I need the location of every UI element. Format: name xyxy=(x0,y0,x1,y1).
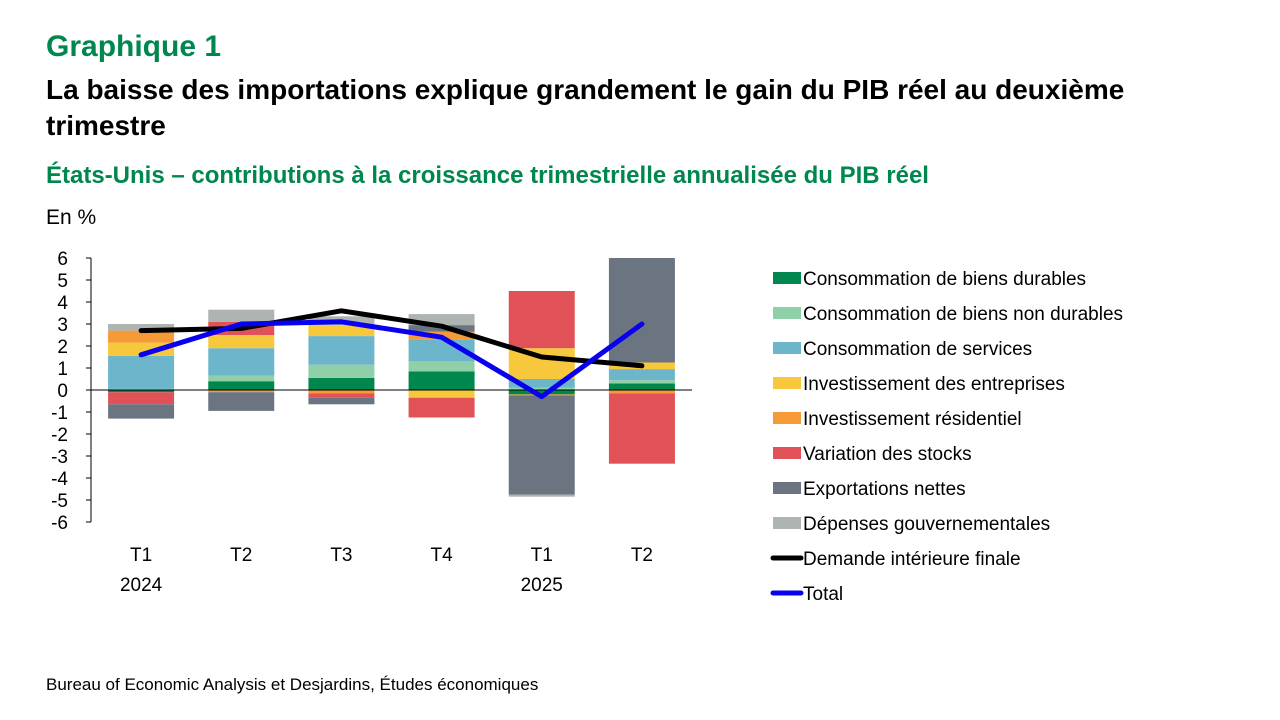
legend-label: Demande intérieure finale xyxy=(803,549,1021,570)
bar-segment xyxy=(108,404,175,419)
legend-swatch xyxy=(773,272,801,284)
x-tick-label: T3 xyxy=(330,545,352,566)
bar-segment xyxy=(308,377,375,390)
bar-segment xyxy=(608,390,675,394)
y-tick-label: -6 xyxy=(51,513,68,534)
bar-segment xyxy=(408,361,475,372)
legend-swatch xyxy=(773,342,801,354)
bar-segment xyxy=(308,393,375,398)
bar-segment xyxy=(108,392,175,405)
y-tick-label: 4 xyxy=(57,293,68,314)
y-tick-label: -2 xyxy=(51,425,68,446)
chart-subtitle: États-Unis – contributions à la croissan… xyxy=(46,162,929,189)
source-note: Bureau of Economic Analysis et Desjardin… xyxy=(46,675,539,694)
bar-segment xyxy=(108,324,175,331)
y-tick-label: 3 xyxy=(57,315,68,336)
y-tick-label: -4 xyxy=(51,469,68,490)
bar-segment xyxy=(408,390,475,398)
y-tick-label: 0 xyxy=(57,381,68,402)
bar-segment xyxy=(508,387,575,390)
bar-segment xyxy=(508,494,575,497)
bar-segment xyxy=(108,390,175,393)
legend-swatch xyxy=(773,307,801,319)
bar-segment xyxy=(308,397,375,405)
bar-segment xyxy=(608,380,675,384)
legend-label: Investissement des entreprises xyxy=(803,374,1065,395)
bar-segment xyxy=(508,395,575,495)
legend-label: Consommation de biens durables xyxy=(803,269,1086,290)
x-year-label: 2025 xyxy=(521,575,563,596)
legend-swatch xyxy=(773,517,801,529)
line-series xyxy=(138,319,645,400)
x-tick-label: T2 xyxy=(230,545,252,566)
bar-segment xyxy=(208,381,275,390)
bar-segment xyxy=(208,335,275,349)
bar-segment xyxy=(608,369,675,381)
chart-number: Graphique 1 xyxy=(46,30,222,63)
x-year-label: 2024 xyxy=(120,575,163,596)
bar-segment xyxy=(308,336,375,365)
x-tick-label: T1 xyxy=(531,545,553,566)
bar-segment xyxy=(208,348,275,376)
y-tick-label: -1 xyxy=(51,403,68,424)
bar-segment xyxy=(108,355,175,389)
bar-segment xyxy=(408,371,475,390)
y-tick-label: -3 xyxy=(51,447,68,468)
y-tick-label: -5 xyxy=(51,491,68,512)
bar-segment xyxy=(508,379,575,388)
legend-label: Dépenses gouvernementales xyxy=(803,514,1050,535)
bar-segment xyxy=(608,258,675,363)
y-tick-label: 1 xyxy=(57,359,68,380)
bar-segment xyxy=(108,388,175,390)
bar-segment xyxy=(108,342,175,356)
y-tick-label: 2 xyxy=(57,337,68,358)
legend-label: Consommation de services xyxy=(803,339,1032,360)
bar-segment xyxy=(208,309,275,322)
bar-segment xyxy=(308,390,375,394)
bar-segment xyxy=(108,330,175,343)
legend-label: Variation des stocks xyxy=(803,444,972,465)
bar-segment xyxy=(208,390,275,393)
bar-segment xyxy=(508,390,575,395)
x-tick-label: T2 xyxy=(631,545,653,566)
x-tick-label: T4 xyxy=(430,545,453,566)
bar-segment xyxy=(208,375,275,382)
bar-segment xyxy=(608,393,675,464)
x-tick-label: T1 xyxy=(130,545,152,566)
bar-segment xyxy=(308,364,375,378)
legend-label: Consommation de biens non durables xyxy=(803,304,1123,325)
bar-segment xyxy=(308,325,375,337)
bar-segment xyxy=(508,291,575,349)
y-tick-label: 5 xyxy=(57,271,68,292)
legend-swatch xyxy=(773,482,801,494)
bar-segment xyxy=(408,314,475,326)
y-axis-unit: En % xyxy=(46,206,97,229)
legend-swatch xyxy=(773,377,801,389)
legend-swatch xyxy=(773,412,801,424)
y-tick-label: 6 xyxy=(57,249,68,270)
legend-label: Exportations nettes xyxy=(803,479,966,500)
bar-segment xyxy=(608,383,675,390)
chart-title: La baisse des importations explique gran… xyxy=(46,74,1125,141)
legend-swatch xyxy=(773,447,801,459)
legend-label: Total xyxy=(803,584,843,605)
legend-label: Investissement résidentiel xyxy=(803,409,1022,430)
bar-segment xyxy=(408,397,475,418)
bar-segment xyxy=(208,392,275,411)
bar-segment xyxy=(508,348,575,379)
